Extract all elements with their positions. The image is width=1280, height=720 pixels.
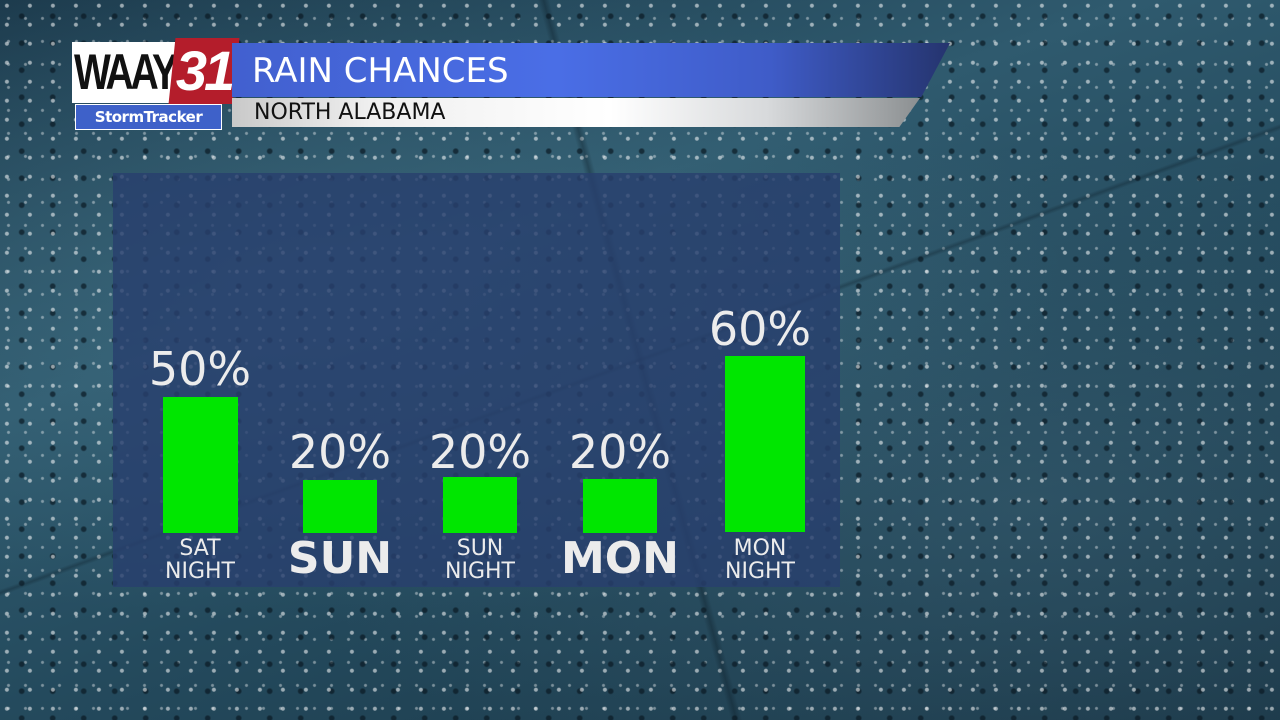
bar-value-label: 60%	[708, 302, 812, 356]
subtitle-bar	[232, 98, 920, 127]
bar-sun-night	[443, 477, 517, 533]
bar-sat-night	[163, 397, 238, 533]
logo-call-letters: WAAY	[74, 44, 178, 100]
page-title: RAIN CHANCES	[252, 51, 509, 91]
bar-category-label: MON	[560, 533, 679, 584]
bar-value-label: 50%	[148, 342, 252, 396]
logo-stormtracker: StormTracker	[75, 104, 222, 130]
logo-channel-number: 31	[175, 39, 235, 102]
category-line-2: NIGHT	[725, 559, 795, 584]
category-line-2: NIGHT	[445, 559, 515, 584]
chart-panel: 50% SAT NIGHT 20% SUN 20% SUN NIGHT 20% …	[113, 173, 840, 587]
category-line-1: SUN	[456, 536, 504, 561]
bar-category-label: SAT NIGHT	[130, 537, 270, 583]
category-line-2: NIGHT	[165, 559, 235, 584]
title-bar	[232, 43, 950, 97]
bar-category-label: SUN	[287, 533, 393, 584]
bar-category-label: SUN NIGHT	[410, 537, 550, 583]
category-line-1: SAT	[179, 536, 221, 561]
bar-value-label: 20%	[568, 425, 672, 479]
bar-mon	[583, 479, 657, 533]
bar-category-label: MON NIGHT	[690, 537, 830, 583]
bar-mon-night	[725, 356, 805, 532]
page-subtitle: NORTH ALABAMA	[254, 100, 446, 125]
logo-white-box	[72, 42, 184, 103]
bar-value-label: 20%	[428, 425, 532, 479]
bar-value-label: 20%	[288, 425, 392, 479]
category-line-1: MON	[733, 536, 787, 561]
bar-sun	[303, 480, 377, 533]
